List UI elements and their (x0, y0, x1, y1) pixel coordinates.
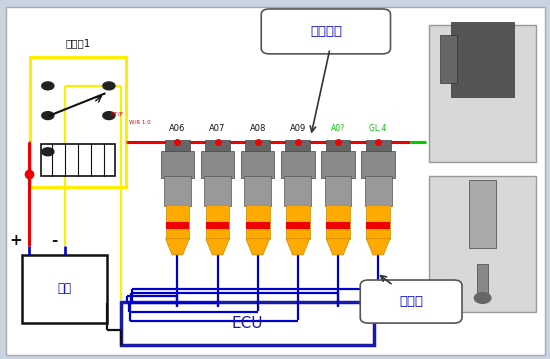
FancyBboxPatch shape (366, 222, 390, 229)
Text: A0?: A0? (331, 124, 345, 133)
FancyBboxPatch shape (281, 151, 315, 178)
Polygon shape (206, 239, 229, 255)
FancyBboxPatch shape (166, 205, 189, 239)
FancyBboxPatch shape (365, 176, 392, 206)
Text: W/R 1.0: W/R 1.0 (129, 120, 151, 125)
FancyBboxPatch shape (324, 176, 351, 206)
FancyBboxPatch shape (205, 140, 230, 153)
Polygon shape (246, 239, 270, 255)
FancyBboxPatch shape (166, 222, 189, 229)
Text: 电瓶: 电瓶 (58, 283, 72, 295)
FancyBboxPatch shape (206, 205, 229, 239)
FancyBboxPatch shape (246, 222, 270, 229)
FancyBboxPatch shape (440, 35, 456, 83)
Polygon shape (326, 239, 350, 255)
FancyBboxPatch shape (429, 176, 536, 312)
FancyBboxPatch shape (366, 205, 390, 239)
Text: -: - (51, 233, 58, 248)
Text: 火花塞: 火花塞 (399, 295, 424, 308)
FancyBboxPatch shape (164, 176, 191, 206)
FancyBboxPatch shape (360, 280, 462, 323)
Polygon shape (166, 239, 189, 255)
Text: RT/F: RT/F (111, 111, 124, 116)
FancyBboxPatch shape (261, 9, 390, 54)
Text: 继电器1: 继电器1 (65, 38, 91, 48)
Circle shape (103, 112, 115, 120)
FancyBboxPatch shape (326, 205, 350, 239)
FancyBboxPatch shape (246, 205, 270, 239)
Circle shape (103, 82, 115, 90)
FancyBboxPatch shape (245, 140, 270, 153)
FancyBboxPatch shape (429, 25, 536, 162)
FancyBboxPatch shape (22, 255, 107, 323)
Circle shape (42, 148, 54, 156)
Circle shape (42, 82, 54, 90)
Text: +: + (9, 233, 22, 248)
Polygon shape (366, 239, 390, 255)
Text: A06: A06 (169, 124, 185, 133)
Text: A09: A09 (290, 124, 306, 133)
FancyBboxPatch shape (326, 222, 350, 229)
FancyBboxPatch shape (286, 222, 310, 229)
Text: 点火线圈: 点火线圈 (310, 25, 342, 38)
FancyBboxPatch shape (121, 302, 374, 345)
FancyBboxPatch shape (161, 151, 194, 178)
FancyBboxPatch shape (241, 151, 274, 178)
FancyBboxPatch shape (284, 176, 311, 206)
FancyBboxPatch shape (286, 205, 310, 239)
Text: GL 4: GL 4 (370, 124, 387, 133)
FancyBboxPatch shape (204, 176, 231, 206)
FancyBboxPatch shape (201, 151, 234, 178)
FancyBboxPatch shape (326, 140, 350, 153)
Polygon shape (286, 239, 310, 255)
FancyBboxPatch shape (361, 151, 395, 178)
FancyBboxPatch shape (244, 176, 271, 206)
FancyBboxPatch shape (469, 180, 497, 248)
Text: A08: A08 (250, 124, 266, 133)
FancyBboxPatch shape (30, 57, 127, 187)
Text: A07: A07 (210, 124, 226, 133)
FancyBboxPatch shape (477, 264, 488, 298)
FancyBboxPatch shape (366, 140, 390, 153)
FancyBboxPatch shape (451, 22, 514, 97)
Circle shape (42, 112, 54, 120)
Circle shape (475, 293, 491, 303)
Text: ECU: ECU (232, 316, 263, 331)
FancyBboxPatch shape (165, 140, 190, 153)
FancyBboxPatch shape (6, 7, 544, 355)
FancyBboxPatch shape (41, 144, 116, 176)
FancyBboxPatch shape (206, 222, 229, 229)
FancyBboxPatch shape (285, 140, 310, 153)
FancyBboxPatch shape (321, 151, 355, 178)
